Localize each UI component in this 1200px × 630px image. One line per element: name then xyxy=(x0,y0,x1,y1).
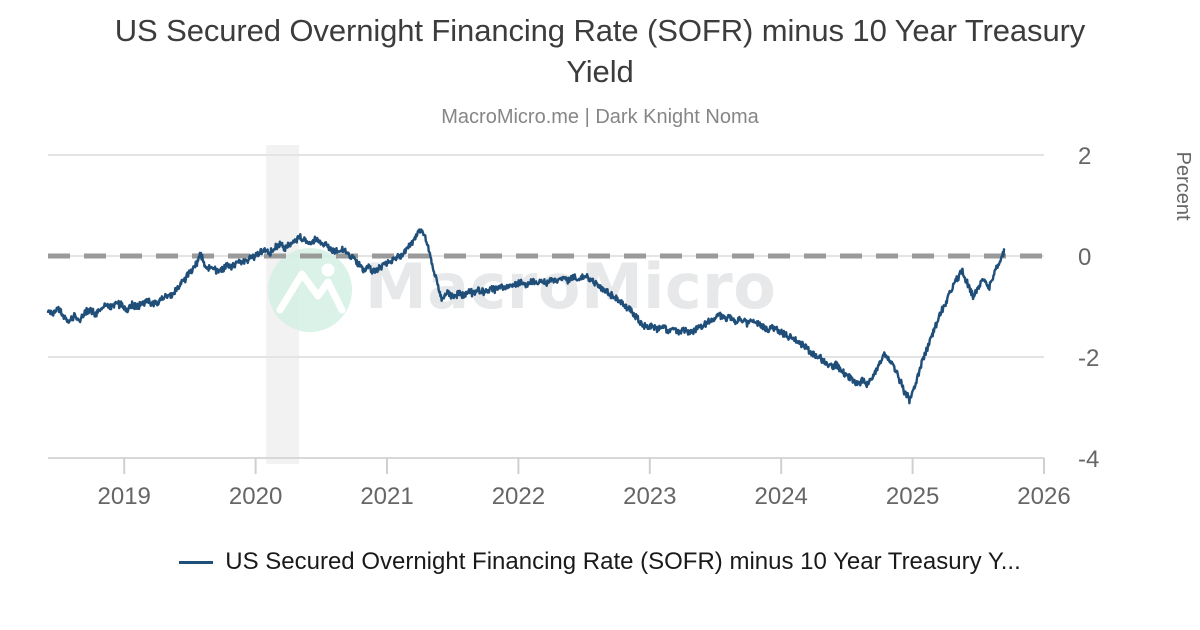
watermark: MacroMicro xyxy=(268,248,776,332)
watermark-text: MacroMicro xyxy=(365,250,776,323)
y-axis-ticks: 2 0 -2 -4 xyxy=(1078,143,1099,473)
x-tick-label: 2024 xyxy=(755,483,808,510)
x-tick-label: 2022 xyxy=(492,483,545,510)
x-tick-label: 2021 xyxy=(360,483,413,510)
x-tick-label: 2026 xyxy=(1017,483,1070,510)
x-tick-label: 2023 xyxy=(623,483,676,510)
y-tick-label: -4 xyxy=(1078,446,1099,473)
x-tick-label: 2020 xyxy=(229,483,282,510)
chart-subtitle: MacroMicro.me | Dark Knight Noma xyxy=(441,106,759,128)
series-line-group xyxy=(46,228,1006,405)
macromicro-mountain-icon xyxy=(276,270,346,314)
x-axis: 2019 2020 2021 2022 2023 2024 2025 2026 xyxy=(48,457,1071,510)
legend-line-marker xyxy=(179,560,214,564)
x-tick-label: 2025 xyxy=(886,483,939,510)
title-block: US Secured Overnight Financing Rate (SOF… xyxy=(0,10,1200,130)
legend-item-label[interactable]: US Secured Overnight Financing Rate (SOF… xyxy=(225,548,1021,575)
y-tick-label: 2 xyxy=(1078,143,1091,170)
y-axis-title: Percent xyxy=(1172,151,1194,221)
y-tick-label: -2 xyxy=(1078,345,1099,372)
macromicro-dot-icon xyxy=(321,263,335,277)
page-title: US Secured Overnight Financing Rate (SOF… xyxy=(114,13,1086,89)
y-tick-label: 0 xyxy=(1078,244,1091,271)
x-tick-label: 2019 xyxy=(98,483,151,510)
legend: US Secured Overnight Financing Rate (SOF… xyxy=(0,548,1200,576)
series-line xyxy=(46,228,1006,405)
